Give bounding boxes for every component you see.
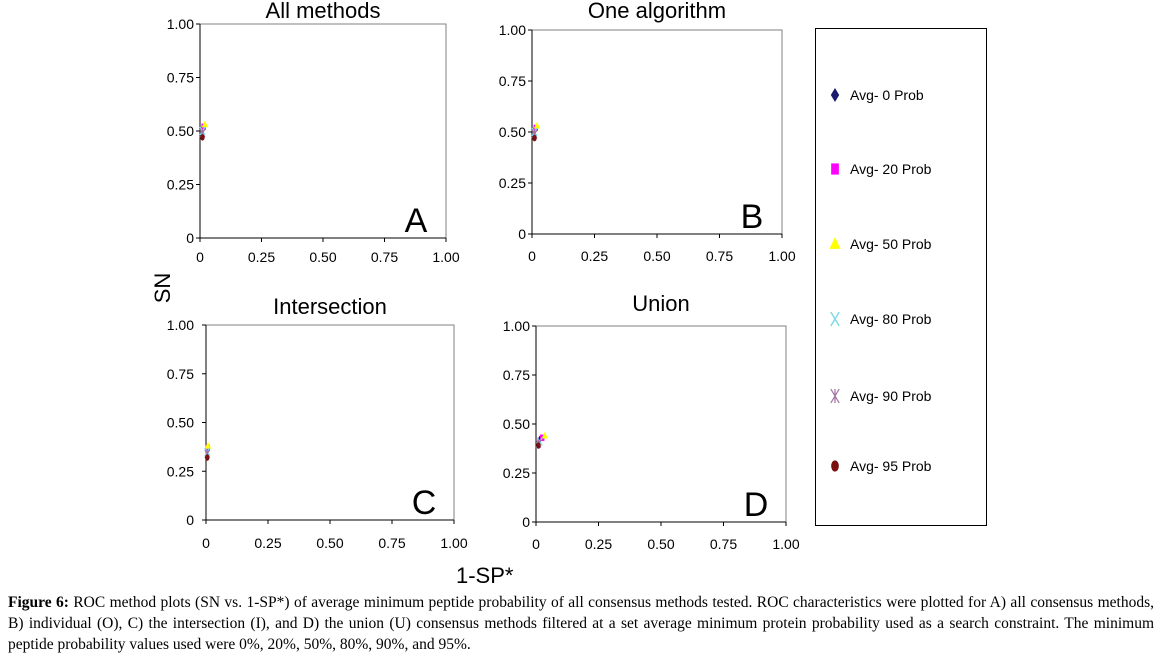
data-point	[533, 121, 541, 129]
y-tick-label: 0.75	[503, 367, 530, 383]
x-tick-label: 0.25	[254, 535, 281, 551]
legend-marker	[828, 234, 842, 254]
legend-marker-shape	[829, 237, 841, 249]
y-tick-label: 0	[522, 514, 530, 530]
y-tick-label: 1.00	[167, 317, 194, 333]
data-point	[204, 441, 212, 449]
legend-label: Avg- 0 Prob	[850, 87, 924, 103]
x-tick-label: 0.75	[378, 535, 405, 551]
legend-item: Avg- 90 Prob	[828, 386, 931, 406]
plots-canvas: All methods 0 0.25 0.50 0.75 1.00 0 0.25 0.50 0.7…	[167, 0, 800, 552]
legend-marker	[828, 85, 842, 105]
y-tick-label: 0.25	[503, 465, 530, 481]
legend-marker-glyph	[830, 311, 840, 327]
data-point	[532, 134, 537, 142]
legend-item: Avg- 0 Prob	[828, 85, 924, 105]
legend-marker	[828, 159, 842, 179]
y-tick-label: 0	[186, 230, 194, 246]
legend-item: Avg- 20 Prob	[828, 159, 931, 179]
legend-marker-shape	[830, 88, 840, 102]
x-tick-label: 0.75	[710, 536, 737, 552]
panel-letter: A	[405, 202, 428, 240]
legend-item: Avg- 50 Prob	[828, 234, 931, 254]
x-tick-label: 1.00	[432, 249, 459, 265]
caption-text: ROC method plots (SN vs. 1-SP*) of avera…	[8, 594, 1154, 653]
y-tick-label: 0.75	[167, 70, 194, 86]
legend-label: Avg- 80 Prob	[850, 311, 932, 327]
caption-lead: Figure 6:	[8, 594, 69, 611]
legend: Avg- 0 Prob Avg- 20 Prob Avg- 50 Prob Avg- …	[815, 28, 987, 526]
x-tick-label: 0.25	[585, 536, 612, 552]
y-axis-label: SN	[150, 272, 175, 304]
y-tick-label: 0.50	[167, 415, 194, 431]
x-tick-label: 0	[196, 249, 204, 265]
x-tick-label: 0.75	[706, 248, 733, 264]
x-tick-label: 0.50	[309, 249, 336, 265]
legend-marker-shape	[830, 311, 840, 327]
x-tick-label: 1.00	[440, 535, 467, 551]
y-tick-label: 1.00	[503, 318, 530, 334]
y-tick-label: 0.25	[167, 463, 194, 479]
x-tick-label: 0	[528, 248, 536, 264]
x-tick-label: 0.25	[581, 248, 608, 264]
x-tick-label: 0	[202, 535, 210, 551]
data-point	[205, 454, 210, 461]
legend-marker-shape	[831, 460, 839, 472]
legend-marker-glyph	[831, 163, 839, 175]
y-tick-label: 0.50	[503, 416, 530, 432]
plot-title: Intersection	[273, 294, 387, 319]
data-point	[201, 120, 209, 128]
legend-marker	[828, 386, 842, 406]
plot-panel-b: One algorithm 0 0.25 0.50 0.75 1.00 0 0.25 0.50 0…	[499, 0, 796, 264]
data-point	[536, 442, 541, 449]
legend-label: Avg- 20 Prob	[850, 161, 932, 177]
figure: All methods 0 0.25 0.50 0.75 1.00 0 0.25 0.50 0.7…	[150, 0, 987, 588]
legend-item: Avg- 95 Prob	[828, 456, 931, 476]
legend-marker-glyph	[829, 237, 841, 249]
legend-marker-glyph	[830, 388, 840, 404]
y-tick-label: 1.00	[167, 16, 194, 32]
y-tick-label: 0.75	[499, 73, 526, 89]
data-point	[200, 134, 205, 141]
legend-marker-shape	[831, 163, 839, 175]
legend-label: Avg- 90 Prob	[850, 388, 932, 404]
x-tick-label: 1.00	[772, 536, 799, 552]
y-tick-label: 0.25	[167, 177, 194, 193]
panel-letter: B	[741, 198, 764, 236]
panel-letter: C	[412, 484, 437, 522]
legend-marker-glyph	[830, 88, 840, 102]
x-tick-label: 0.75	[371, 249, 398, 265]
x-tick-label: 0.50	[647, 536, 674, 552]
x-tick-label: 0.50	[316, 535, 343, 551]
figure-caption: Figure 6: ROC method plots (SN vs. 1-SP*…	[8, 592, 1154, 655]
legend-label: Avg- 95 Prob	[850, 458, 932, 474]
plot-panel-c: Intersection 0 0.25 0.50 0.75 1.00 0 0.25 0.50 0.…	[167, 294, 468, 551]
x-tick-label: 0.25	[248, 249, 275, 265]
x-tick-label: 0.50	[643, 248, 670, 264]
panel-letter: D	[744, 486, 769, 524]
legend-label: Avg- 50 Prob	[850, 236, 932, 252]
y-tick-label: 0	[518, 226, 526, 242]
plot-title: One algorithm	[588, 0, 726, 23]
y-tick-label: 0.75	[167, 366, 194, 382]
plot-panel-a: All methods 0 0.25 0.50 0.75 1.00 0 0.25 0.50 0.7…	[167, 0, 460, 265]
y-tick-label: 0	[186, 512, 194, 528]
plot-title: All methods	[266, 0, 381, 23]
y-tick-label: 0.25	[499, 175, 526, 191]
x-axis-label: 1-SP*	[456, 563, 514, 588]
y-tick-label: 1.00	[499, 22, 526, 38]
x-tick-label: 1.00	[768, 248, 795, 264]
legend-marker-shape	[830, 388, 840, 404]
x-tick-label: 0	[532, 536, 540, 552]
y-tick-label: 0.50	[499, 124, 526, 140]
y-tick-label: 0.50	[167, 123, 194, 139]
data-point	[541, 431, 548, 439]
plot-title: Union	[632, 291, 689, 316]
legend-marker-glyph	[831, 460, 839, 472]
legend-marker	[828, 456, 842, 476]
legend-marker	[828, 309, 842, 329]
legend-item: Avg- 80 Prob	[828, 309, 931, 329]
